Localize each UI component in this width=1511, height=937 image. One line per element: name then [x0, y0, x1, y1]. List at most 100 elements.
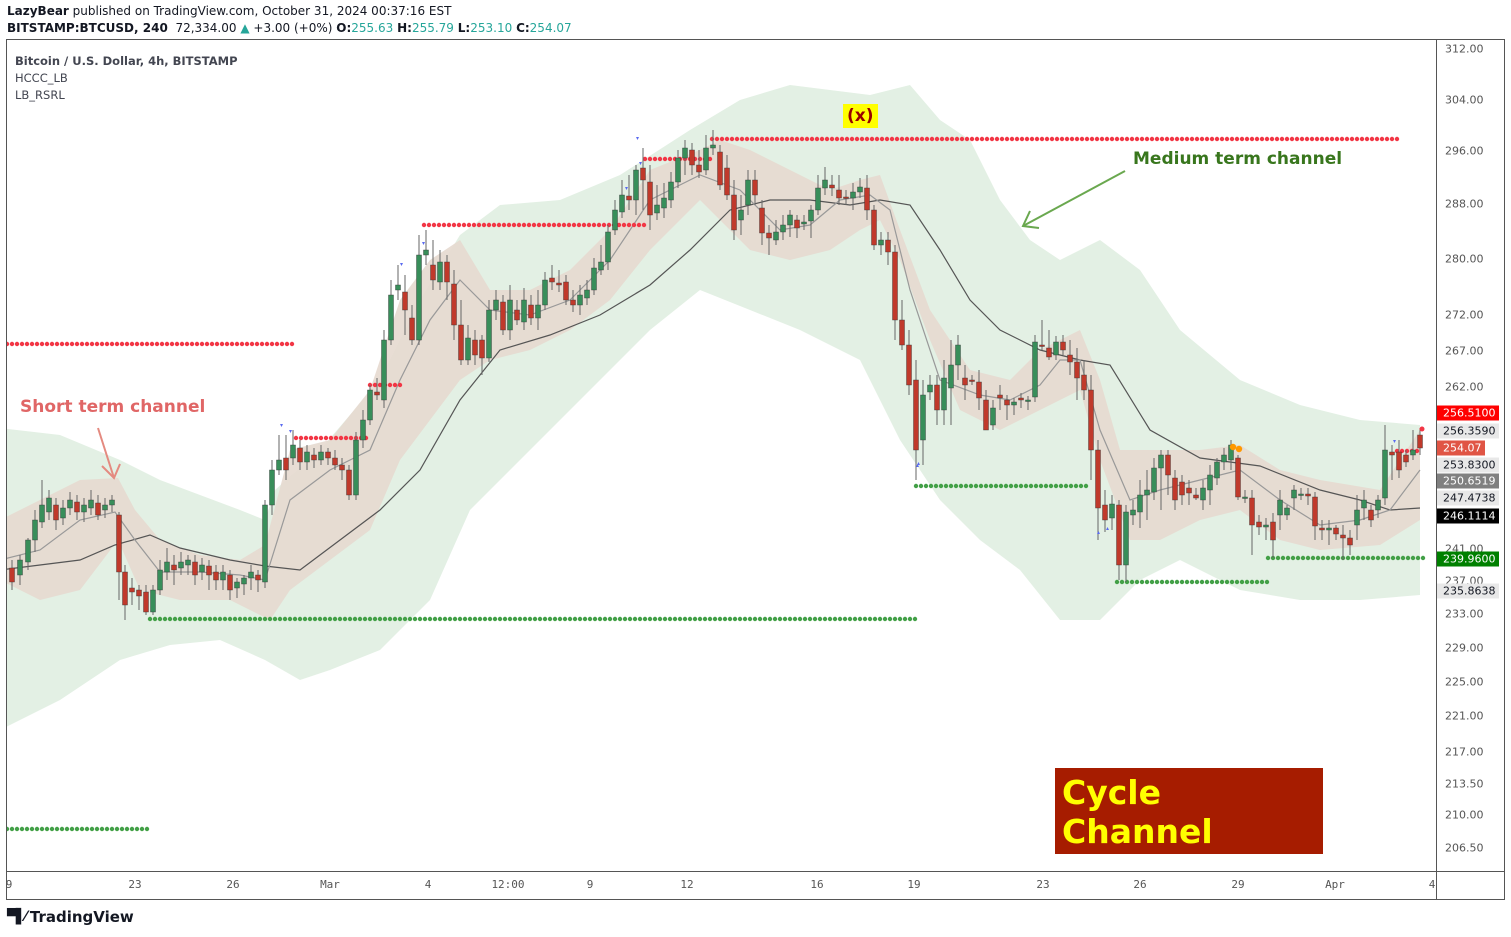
- candle-up: [1144, 489, 1150, 496]
- candle-up: [1410, 449, 1416, 456]
- resistance-dot: [641, 222, 647, 228]
- support-dot: [1013, 483, 1019, 489]
- support-dot: [372, 616, 378, 622]
- legend-title[interactable]: Bitcoin / U.S. Dollar, 4h, BITSTAMP: [15, 54, 238, 68]
- support-dot: [1264, 579, 1270, 585]
- open-value: 255.63: [351, 21, 394, 35]
- candle-up: [1137, 494, 1143, 513]
- resistance-dot: [511, 222, 517, 228]
- candlestick-chart[interactable]: ▾▾▾▾▾▾▾▾▴▴▴▴: [7, 40, 1436, 871]
- candle-down: [1004, 399, 1010, 406]
- resistance-dot: [657, 156, 663, 162]
- support-dot: [487, 616, 493, 622]
- support-dot: [39, 826, 45, 832]
- support-dot: [707, 616, 713, 622]
- resistance-dot: [377, 382, 383, 388]
- support-dot: [257, 616, 263, 622]
- resistance-dot: [244, 341, 250, 347]
- support-dot: [99, 826, 105, 832]
- support-dot: [672, 616, 678, 622]
- candle-up: [612, 209, 618, 231]
- candle-up: [1053, 341, 1059, 356]
- candle-down: [1368, 509, 1374, 521]
- resistance-dot: [348, 435, 354, 441]
- resistance-dot: [14, 341, 20, 347]
- support-dot: [407, 616, 413, 622]
- candle-up: [535, 304, 541, 319]
- time-axis[interactable]: 9 23 26 Mar 4 12:00 9 12 16 19 23 26 29 Apr 4: [6, 872, 1436, 900]
- candle-up: [164, 561, 170, 573]
- resistance-dot: [1379, 136, 1385, 142]
- candle-down: [283, 457, 289, 471]
- support-dot: [352, 616, 358, 622]
- support-dot: [134, 826, 140, 832]
- support-dot: [852, 616, 858, 622]
- tradingview-branding[interactable]: ▀▌⁄ TradingView: [7, 908, 134, 926]
- candle-down: [962, 377, 968, 386]
- resistance-dot: [387, 382, 393, 388]
- candle-down: [255, 574, 261, 581]
- resistance-dot: [338, 435, 344, 441]
- publisher-name[interactable]: LazyBear: [7, 4, 69, 18]
- candle-up: [605, 231, 611, 263]
- candle-up: [318, 451, 324, 461]
- support-dot: [792, 616, 798, 622]
- support-dot: [622, 616, 628, 622]
- price-axis-divider: [1436, 40, 1437, 900]
- support-dot: [1305, 555, 1311, 561]
- support-dot: [202, 616, 208, 622]
- candle-down: [479, 339, 485, 359]
- time-tick: 4: [424, 878, 432, 891]
- chart-plot-area[interactable]: ▾ ▾ ▾ ▾ ▾ ▾ ▾ ▾ ▴ ▴ ▴ ▴: [7, 40, 1436, 871]
- support-dot: [44, 826, 50, 832]
- support-dot: [262, 616, 268, 622]
- candle-up: [353, 439, 359, 496]
- candle-down: [1186, 487, 1192, 494]
- blue-marker-icon: ▴: [916, 462, 919, 469]
- support-dot: [547, 616, 553, 622]
- resistance-dot: [662, 156, 668, 162]
- medium-term-channel-band: [7, 85, 1420, 727]
- support-dot: [322, 616, 328, 622]
- price-label: 246.1114: [1437, 508, 1499, 524]
- resistance-dot: [436, 222, 442, 228]
- resistance-dot: [586, 222, 592, 228]
- resistance-dot: [1169, 136, 1175, 142]
- support-dot: [1134, 579, 1140, 585]
- support-dot: [417, 616, 423, 622]
- resistance-dot: [909, 136, 915, 142]
- resistance-dot: [441, 222, 447, 228]
- support-dot: [1214, 579, 1220, 585]
- support-dot: [1159, 579, 1165, 585]
- support-dot: [447, 616, 453, 622]
- support-dot: [1144, 579, 1150, 585]
- resistance-dot: [969, 136, 975, 142]
- support-dot: [1360, 555, 1366, 561]
- support-dot: [998, 483, 1004, 489]
- price-axis[interactable]: 312.00 304.00 296.00 288.00 280.00 272.00 267.…: [1437, 40, 1505, 871]
- resistance-dot: [984, 136, 990, 142]
- support-dot: [1280, 555, 1286, 561]
- legend-indicator-rsrl[interactable]: LB_RSRL: [15, 88, 65, 102]
- support-dot: [124, 826, 130, 832]
- support-dot: [867, 616, 873, 622]
- candle-down: [997, 394, 1003, 399]
- support-dot: [19, 826, 25, 832]
- candle-down: [1116, 504, 1122, 566]
- resistance-dot: [99, 341, 105, 347]
- support-dot: [172, 616, 178, 622]
- symbol-info-bar: BITSTAMP:BTCUSD, 240 72,334.00 ▲ +3.00 (…: [7, 21, 572, 35]
- resistance-dot: [214, 341, 220, 347]
- support-dot: [787, 616, 793, 622]
- resistance-dot: [49, 341, 55, 347]
- candle-up: [738, 209, 744, 221]
- support-dot: [29, 826, 35, 832]
- support-dot: [722, 616, 728, 622]
- legend-indicator-hccc[interactable]: HCCC_LB: [15, 71, 68, 85]
- orange-signal-dot: [1229, 443, 1237, 451]
- candle-down: [1312, 496, 1318, 527]
- candle-up: [178, 561, 184, 569]
- candle-up: [1200, 487, 1206, 501]
- resistance-dot: [884, 136, 890, 142]
- support-dot: [973, 483, 979, 489]
